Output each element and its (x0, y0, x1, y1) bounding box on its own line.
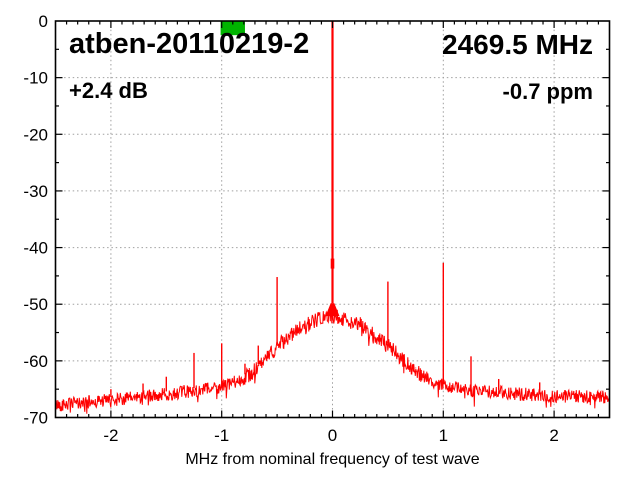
spur-lines (110, 262, 541, 398)
y-tick-label: -70 (23, 409, 48, 428)
axis-ticks (55, 21, 610, 418)
x-tick-label: -2 (103, 426, 118, 445)
pass-marker (220, 21, 245, 36)
x-axis-label: MHz from nominal frequency of test wave (185, 451, 480, 468)
y-tick-label: -50 (23, 295, 48, 314)
x-tick-label: 0 (328, 426, 337, 445)
y-tick-label: -10 (23, 69, 48, 88)
carrier-peak (325, 21, 340, 317)
x-tick-label: 2 (549, 426, 558, 445)
gain-label: +2.4 dB (69, 78, 148, 103)
x-tick-label: 1 (439, 426, 448, 445)
y-tick-label: -40 (23, 239, 48, 258)
y-tick-label: -30 (23, 182, 48, 201)
center-frequency-label: 2469.5 MHz (442, 29, 593, 60)
x-tick-label: -1 (214, 426, 229, 445)
tick-labels: 0-10-20-30-40-50-60-70-2 -1 0 1 2 (23, 12, 558, 445)
y-tick-label: -20 (23, 125, 48, 144)
y-tick-label: 0 (39, 12, 48, 31)
ppm-offset-label: -0.7 ppm (502, 79, 593, 104)
y-tick-label: -60 (23, 352, 48, 371)
test-id-label: atben-20110219-2 (69, 28, 310, 60)
